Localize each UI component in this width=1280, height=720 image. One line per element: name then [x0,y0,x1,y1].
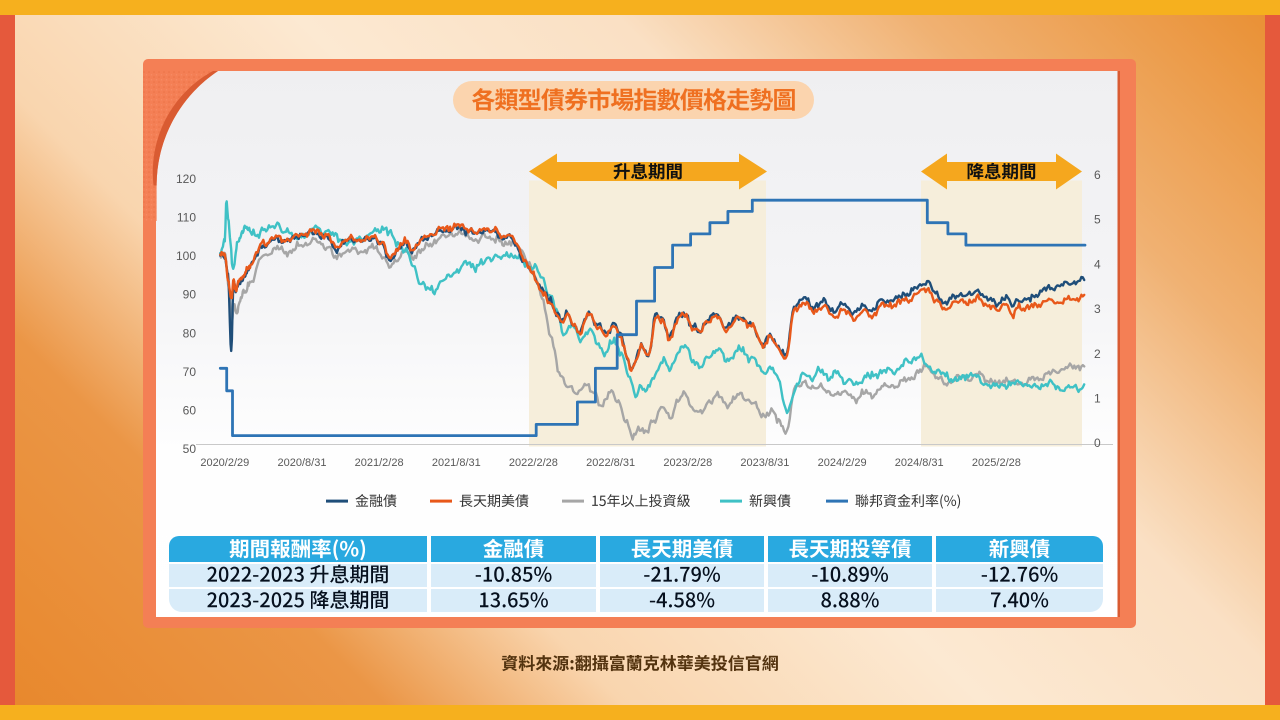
svg-text:3: 3 [1094,302,1101,316]
svg-text:0: 0 [1094,436,1101,450]
svg-text:110: 110 [177,211,196,225]
svg-text:1: 1 [1094,392,1101,406]
svg-text:90: 90 [183,288,197,302]
svg-text:80: 80 [183,326,197,340]
svg-text:120: 120 [176,172,196,186]
svg-text:2022/2/28: 2022/2/28 [509,457,558,469]
svg-text:2: 2 [1094,347,1101,361]
svg-text:2020/2/29: 2020/2/29 [200,457,249,469]
svg-text:2022/8/31: 2022/8/31 [586,457,635,469]
svg-text:2024/8/31: 2024/8/31 [895,457,944,469]
svg-text:2023/2/28: 2023/2/28 [663,457,712,469]
svg-text:50: 50 [183,442,197,456]
svg-text:2025/2/28: 2025/2/28 [972,457,1021,469]
svg-text:70: 70 [183,365,197,379]
svg-text:2024/2/29: 2024/2/29 [818,457,867,469]
svg-text:2023/8/31: 2023/8/31 [740,457,789,469]
svg-text:60: 60 [183,403,197,417]
svg-text:5: 5 [1094,213,1101,227]
svg-text:4: 4 [1094,257,1101,271]
svg-text:2021/2/28: 2021/2/28 [355,457,404,469]
svg-text:100: 100 [176,249,196,263]
svg-text:6: 6 [1094,168,1101,182]
svg-text:2020/8/31: 2020/8/31 [278,457,327,469]
svg-text:2021/8/31: 2021/8/31 [432,457,481,469]
